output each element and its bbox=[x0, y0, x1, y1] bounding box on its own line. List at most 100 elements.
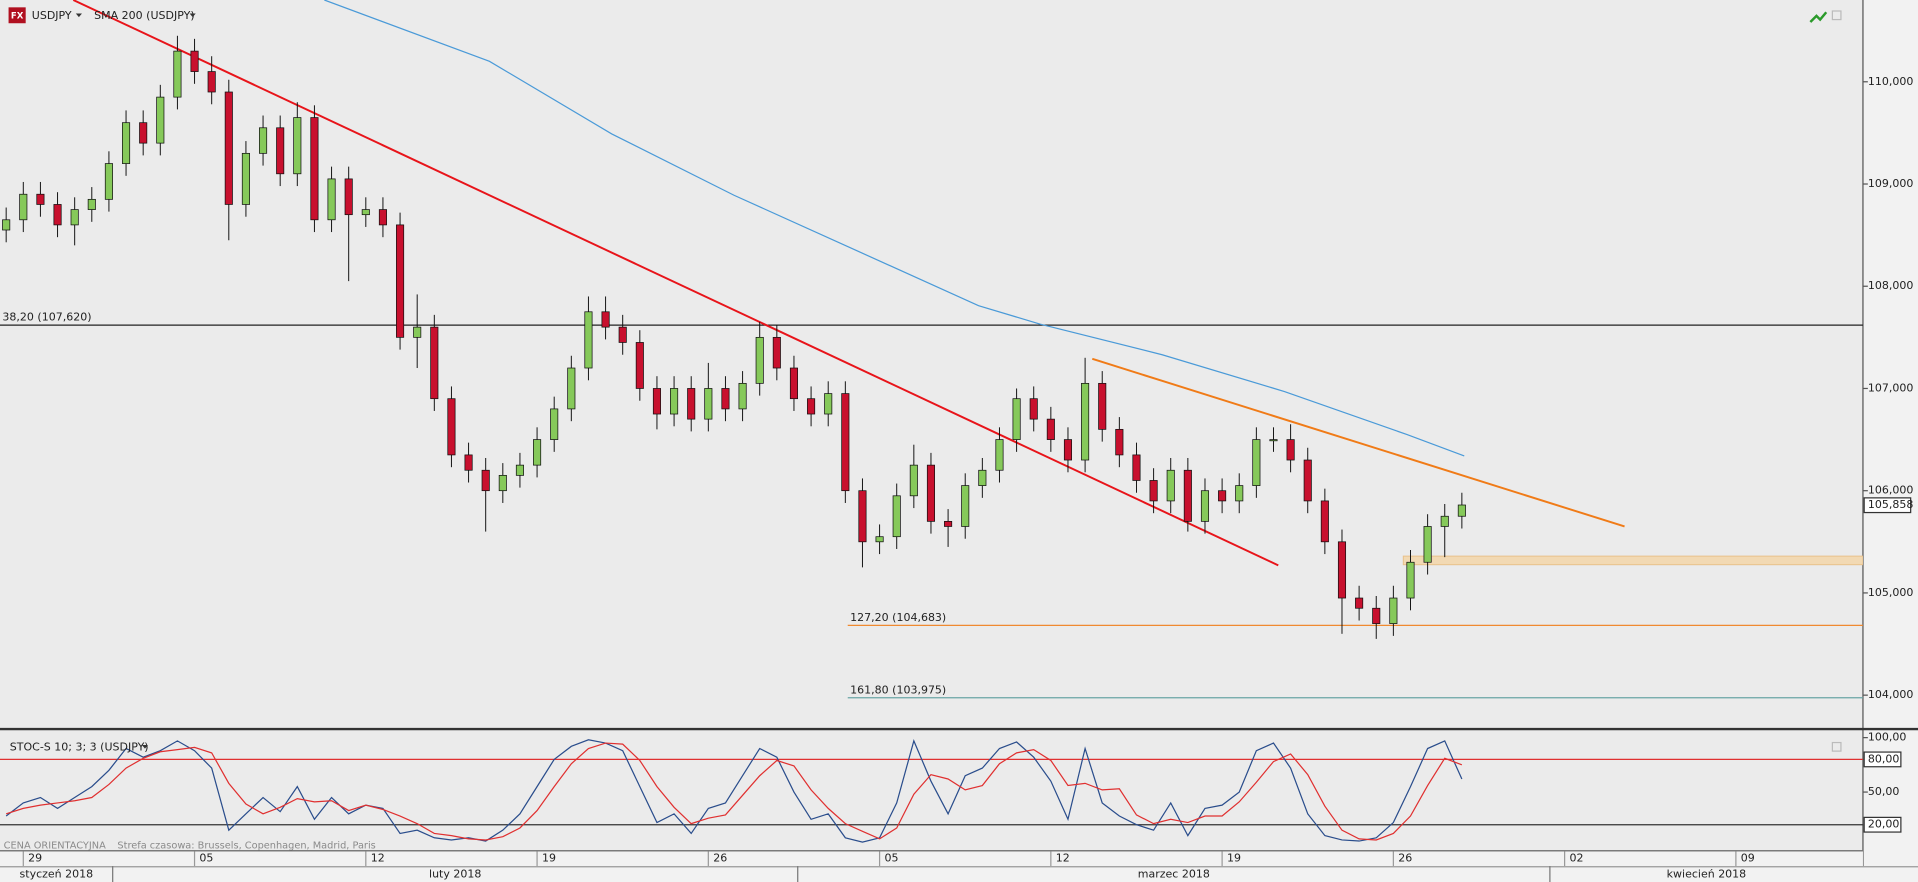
candle-body bbox=[413, 326, 422, 338]
candle-body bbox=[1372, 607, 1381, 624]
price-axis-bg bbox=[1862, 0, 1918, 882]
date-axis-bg bbox=[0, 850, 1863, 882]
candle-body bbox=[704, 388, 713, 420]
month-label: kwiecień 2018 bbox=[1667, 868, 1747, 881]
candle-body bbox=[1252, 439, 1261, 486]
candle-body bbox=[2, 219, 11, 231]
candle-body bbox=[1081, 382, 1090, 461]
x-tick-label: 05 bbox=[199, 852, 213, 865]
trendline bbox=[1091, 357, 1625, 528]
window-icon[interactable] bbox=[1831, 741, 1842, 752]
candle-body bbox=[926, 464, 936, 522]
zone bbox=[1402, 555, 1863, 566]
candle-body bbox=[892, 495, 901, 538]
candle-body bbox=[1303, 459, 1312, 502]
candle-body bbox=[1166, 469, 1175, 502]
window-icon[interactable] bbox=[1831, 10, 1842, 21]
candle-body bbox=[670, 388, 679, 415]
level-label: 38,20 (107,620) bbox=[2, 311, 91, 324]
candle-body bbox=[481, 469, 490, 492]
candle-body bbox=[1389, 597, 1398, 624]
symbol-menu-arrow[interactable] bbox=[75, 13, 82, 18]
level-label: 127,20 (104,683) bbox=[850, 611, 946, 624]
y-tick-label: 109,000 bbox=[1868, 177, 1913, 190]
last-price-label: 105,858 bbox=[1868, 498, 1913, 511]
candle-body bbox=[293, 117, 302, 175]
candle-body bbox=[207, 71, 216, 93]
candle-body bbox=[961, 485, 970, 527]
candle-body bbox=[19, 193, 28, 221]
sma-line bbox=[324, 0, 1465, 457]
candle-body bbox=[721, 388, 730, 410]
candle-body bbox=[344, 178, 353, 216]
symbol-title[interactable]: USDJPY bbox=[32, 9, 72, 22]
candle-body bbox=[36, 193, 45, 205]
candle-body bbox=[533, 439, 542, 466]
y-tick-label: 100,00 bbox=[1868, 731, 1906, 744]
candle-body bbox=[550, 408, 559, 440]
candle-body bbox=[241, 152, 250, 205]
y-tick-label: 108,000 bbox=[1868, 279, 1913, 292]
x-tick-label: 12 bbox=[371, 852, 385, 865]
candle-body bbox=[1012, 398, 1021, 440]
y-tick-label: 107,000 bbox=[1868, 381, 1913, 394]
candle-body bbox=[87, 198, 96, 210]
stoc-menu-arrow[interactable] bbox=[141, 744, 149, 749]
candle-body bbox=[567, 367, 576, 410]
candle-body bbox=[875, 536, 884, 543]
candle-body bbox=[70, 209, 79, 226]
stochastic-title: STOC-S 10; 3; 3 (USDJPY) bbox=[10, 740, 149, 753]
month-label: luty 2018 bbox=[429, 868, 481, 881]
candle-body bbox=[944, 520, 953, 527]
candle-body bbox=[259, 127, 268, 154]
fx-badge[interactable] bbox=[8, 7, 26, 24]
candle-body bbox=[310, 117, 319, 221]
y-tick-label: 110,000 bbox=[1868, 75, 1913, 88]
candle-body bbox=[122, 122, 131, 164]
candle-body bbox=[224, 91, 233, 205]
stochastic-line bbox=[5, 739, 1463, 843]
x-tick-label: 12 bbox=[1056, 852, 1070, 865]
candle-body bbox=[1132, 454, 1141, 481]
x-tick-label: 02 bbox=[1570, 852, 1584, 865]
candle-body bbox=[464, 454, 473, 471]
x-tick-label: 26 bbox=[713, 852, 727, 865]
x-tick-label: 19 bbox=[542, 852, 556, 865]
candle-body bbox=[858, 490, 867, 543]
candle-body bbox=[841, 393, 850, 492]
candle-body bbox=[139, 122, 148, 144]
candle-body bbox=[635, 342, 644, 389]
sma-menu-arrow[interactable] bbox=[189, 13, 196, 18]
candle-body bbox=[909, 464, 918, 497]
candle-body bbox=[755, 336, 764, 384]
candle-body bbox=[1235, 485, 1244, 502]
y-tick-label: 106,000 bbox=[1868, 484, 1913, 497]
candle-body bbox=[652, 388, 661, 415]
candle-body bbox=[1269, 439, 1278, 442]
candle-body bbox=[1063, 439, 1073, 461]
axes: 104,000 105,000 106,000 107,000 108,000 109,0… bbox=[20, 75, 1913, 882]
candle-body bbox=[396, 224, 405, 338]
candle-body bbox=[498, 474, 507, 492]
candle-body bbox=[1337, 541, 1347, 599]
candle-body bbox=[1355, 597, 1364, 609]
candle-body bbox=[995, 439, 1004, 471]
y-tick-label: 50,00 bbox=[1868, 785, 1899, 798]
candle-body bbox=[1457, 504, 1466, 517]
candle-body bbox=[1218, 490, 1227, 502]
x-tick-label: 05 bbox=[884, 852, 898, 865]
y-tick-label: 20,00 bbox=[1868, 818, 1899, 831]
month-label: marzec 2018 bbox=[1138, 868, 1210, 881]
candle-body bbox=[824, 393, 833, 415]
candle-body bbox=[430, 326, 439, 400]
sma-legend[interactable]: SMA 200 (USDJPY) bbox=[94, 9, 194, 22]
candle-body bbox=[173, 50, 182, 98]
candle-body bbox=[601, 311, 610, 328]
candle-body bbox=[104, 163, 113, 200]
footer-source: CENA ORIENTACYJNA bbox=[4, 840, 106, 851]
month-label: styczeń 2018 bbox=[20, 868, 94, 881]
trend-icon[interactable] bbox=[1809, 11, 1828, 23]
candle-body bbox=[1046, 418, 1055, 440]
candle-body bbox=[53, 204, 62, 226]
